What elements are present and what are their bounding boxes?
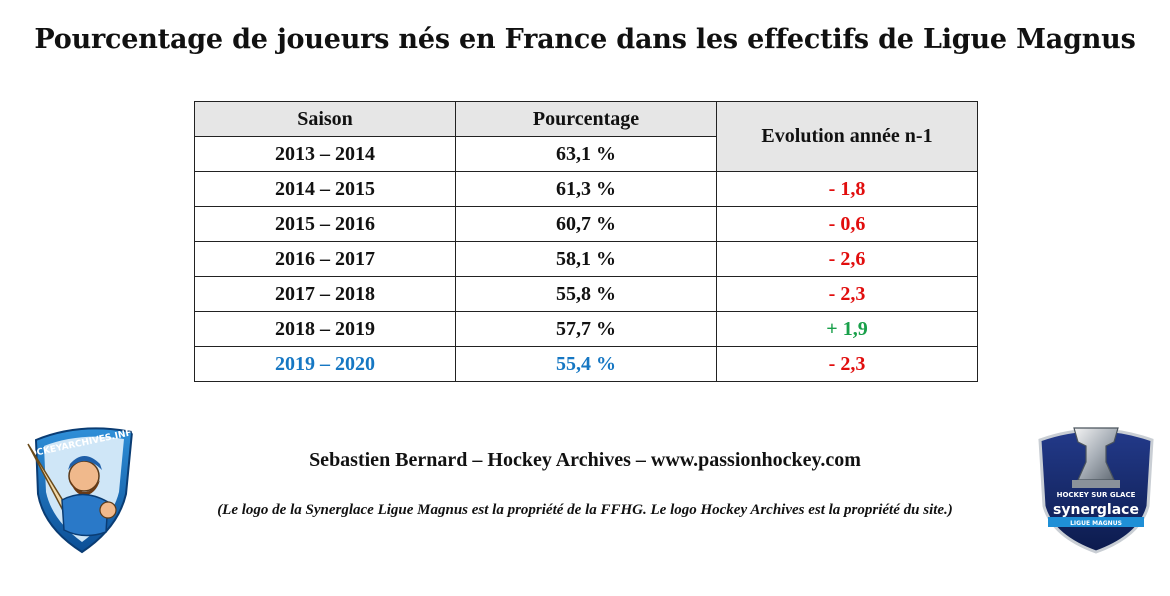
- table-header-row: Saison Pourcentage Evolution année n-1: [194, 101, 978, 172]
- cell-evolution: - 2,6: [716, 241, 978, 277]
- cell-saison: 2019 – 2020: [194, 346, 456, 382]
- cell-pourcentage: 58,1 %: [455, 241, 717, 277]
- table-row: 2017 – 2018 55,8 % - 2,3: [194, 276, 978, 312]
- cell-evolution: - 2,3: [716, 346, 978, 382]
- table-row: 2018 – 2019 57,7 % + 1,9: [194, 311, 978, 347]
- cell-pourcentage: 57,7 %: [455, 311, 717, 347]
- cell-pourcentage: 60,7 %: [455, 206, 717, 242]
- cell-saison: 2014 – 2015: [194, 171, 456, 207]
- cell-evolution: - 2,3: [716, 276, 978, 312]
- cell-evolution: - 1,8: [716, 171, 978, 207]
- table-row: 2014 – 2015 61,3 % - 1,8: [194, 171, 978, 207]
- cell-saison: 2018 – 2019: [194, 311, 456, 347]
- cell-evolution: + 1,9: [716, 311, 978, 347]
- table-row: 2015 – 2016 60,7 % - 0,6: [194, 206, 978, 242]
- cell-pourcentage: 63,1 %: [455, 136, 717, 172]
- table-row: 2013 – 2014 63,1 %: [194, 136, 978, 172]
- stats-table: Saison Pourcentage Evolution année n-1 2…: [194, 101, 978, 382]
- header-pourcentage: Pourcentage: [455, 101, 717, 137]
- cell-saison: 2017 – 2018: [194, 276, 456, 312]
- copyright-note: (Le logo de la Synerglace Ligue Magnus e…: [217, 502, 953, 518]
- svg-text:HOCKEY SUR GLACE: HOCKEY SUR GLACE: [1057, 491, 1136, 499]
- cell-saison: 2015 – 2016: [194, 206, 456, 242]
- synerglace-ligue-magnus-logo: HOCKEY SUR GLACE synerglace LIGUE MAGNUS: [1034, 422, 1158, 554]
- cell-pourcentage: 61,3 %: [455, 171, 717, 207]
- header-saison: Saison: [194, 101, 456, 137]
- table-row: 2016 – 2017 58,1 % - 2,6: [194, 241, 978, 277]
- cell-saison: 2016 – 2017: [194, 241, 456, 277]
- page-title: Pourcentage de joueurs nés en France dan…: [34, 24, 1136, 55]
- cell-pourcentage: 55,8 %: [455, 276, 717, 312]
- svg-text:LIGUE MAGNUS: LIGUE MAGNUS: [1070, 520, 1122, 527]
- header-evolution: Evolution année n-1: [716, 101, 978, 172]
- cell-evolution: - 0,6: [716, 206, 978, 242]
- credit-line: Sebastien Bernard – Hockey Archives – ww…: [309, 449, 861, 471]
- table-row: 2019 – 2020 55,4 % - 2,3: [194, 346, 978, 382]
- hockey-archives-logo: HOCKEYARCHIVES.INFO: [21, 424, 140, 554]
- cell-pourcentage: 55,4 %: [455, 346, 717, 382]
- svg-text:synerglace: synerglace: [1053, 502, 1139, 518]
- cell-saison: 2013 – 2014: [194, 136, 456, 172]
